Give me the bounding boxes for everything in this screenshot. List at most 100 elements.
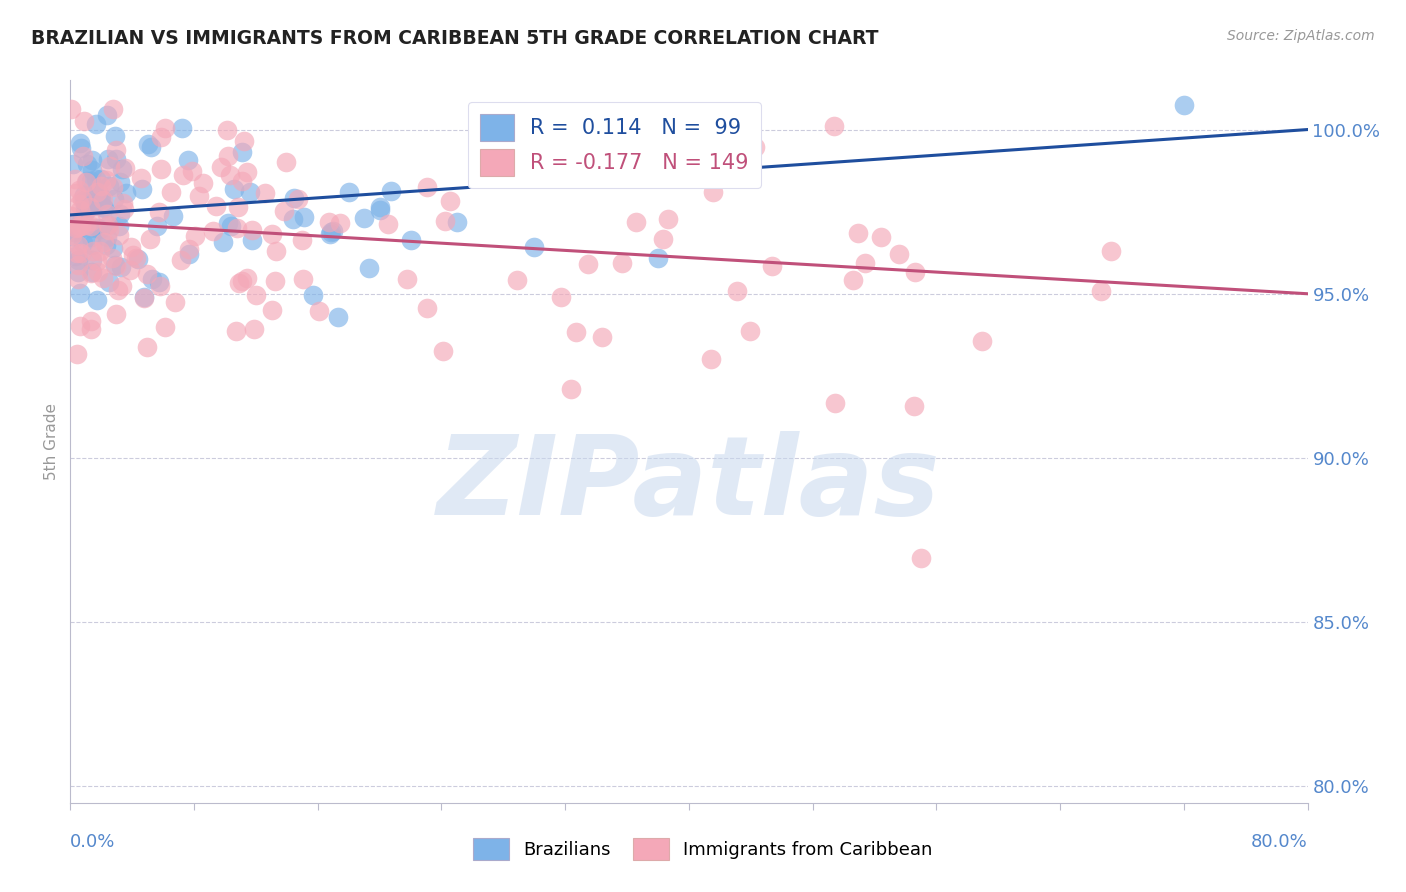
Point — [846, 226, 869, 240]
Point — [67, 183, 90, 197]
Point — [184, 228, 207, 243]
Point — [73, 202, 96, 216]
Point — [66, 265, 89, 279]
Point — [98, 159, 121, 173]
Point — [103, 102, 125, 116]
Point — [149, 161, 172, 176]
Point — [93, 201, 115, 215]
Point — [240, 222, 263, 236]
Point — [86, 185, 108, 199]
Point — [266, 244, 288, 259]
Point — [506, 273, 529, 287]
Point — [283, 191, 305, 205]
Point — [139, 140, 162, 154]
Point — [357, 261, 380, 276]
Point — [69, 219, 91, 234]
Point — [104, 143, 127, 157]
Point — [79, 199, 101, 213]
Point — [647, 251, 669, 265]
Point — [70, 192, 93, 206]
Point — [131, 170, 153, 185]
Point — [224, 182, 246, 196]
Point — [67, 217, 90, 231]
Point — [560, 382, 582, 396]
Point — [217, 216, 239, 230]
Point — [970, 334, 993, 348]
Point — [86, 186, 108, 200]
Point — [131, 181, 153, 195]
Point — [91, 200, 114, 214]
Point — [76, 174, 98, 188]
Point — [132, 291, 155, 305]
Point — [283, 212, 305, 227]
Point — [446, 215, 468, 229]
Point — [79, 201, 101, 215]
Point — [103, 128, 125, 143]
Point — [141, 272, 163, 286]
Point — [80, 174, 103, 188]
Point — [217, 148, 239, 162]
Point — [523, 240, 546, 254]
Point — [125, 251, 148, 265]
Point — [82, 244, 104, 259]
Point — [1099, 244, 1122, 258]
Point — [89, 190, 111, 204]
Point — [550, 290, 572, 304]
Point — [153, 320, 176, 334]
Point — [69, 319, 91, 334]
Point — [148, 205, 170, 219]
Point — [172, 168, 194, 182]
Text: ZIPatlas: ZIPatlas — [437, 432, 941, 539]
Point — [105, 259, 128, 273]
Point — [225, 220, 247, 235]
Point — [225, 324, 247, 338]
Point — [652, 232, 675, 246]
Point — [105, 153, 128, 167]
Point — [96, 230, 118, 244]
Point — [87, 221, 110, 235]
Point — [76, 157, 98, 171]
Point — [744, 140, 766, 154]
Text: BRAZILIAN VS IMMIGRANTS FROM CARIBBEAN 5TH GRADE CORRELATION CHART: BRAZILIAN VS IMMIGRANTS FROM CARIBBEAN 5… — [31, 29, 879, 47]
Point — [262, 227, 284, 242]
Point — [399, 233, 422, 247]
Point — [132, 290, 155, 304]
Point — [111, 279, 134, 293]
Point — [104, 307, 127, 321]
Point — [842, 273, 865, 287]
Point — [308, 303, 330, 318]
Point — [231, 174, 253, 188]
Point — [205, 199, 228, 213]
Point — [231, 145, 253, 159]
Point — [80, 219, 103, 233]
Point — [67, 196, 90, 211]
Point — [98, 223, 121, 237]
Point — [62, 216, 84, 230]
Point — [90, 178, 112, 193]
Point — [80, 314, 103, 328]
Point — [115, 186, 138, 201]
Point — [377, 217, 399, 231]
Point — [103, 179, 125, 194]
Point — [91, 271, 114, 285]
Point — [86, 265, 108, 279]
Point — [160, 185, 183, 199]
Point — [80, 214, 103, 228]
Point — [80, 252, 103, 267]
Point — [187, 189, 209, 203]
Point — [86, 254, 108, 268]
Point — [591, 330, 613, 344]
Point — [72, 149, 94, 163]
Point — [80, 163, 103, 178]
Point — [108, 219, 131, 234]
Point — [239, 185, 262, 199]
Point — [149, 129, 172, 144]
Point — [75, 205, 97, 219]
Point — [127, 252, 149, 267]
Point — [112, 202, 135, 216]
Text: 80.0%: 80.0% — [1251, 833, 1308, 851]
Point — [90, 171, 112, 186]
Point — [212, 235, 235, 249]
Point — [66, 237, 89, 252]
Point — [107, 283, 129, 297]
